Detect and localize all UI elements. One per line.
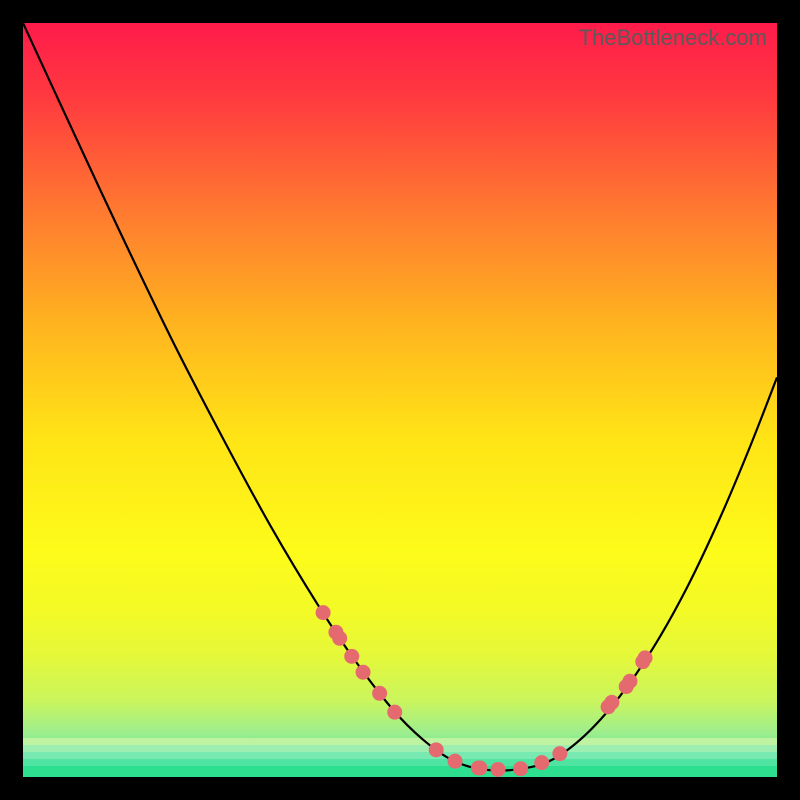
- marker-dot: [316, 605, 331, 620]
- marker-dot: [387, 705, 402, 720]
- marker-dot: [448, 754, 463, 769]
- marker-dot: [472, 760, 487, 775]
- marker-dot: [534, 755, 549, 770]
- marker-dot: [622, 674, 637, 689]
- marker-dot: [552, 746, 567, 761]
- marker-dot: [638, 650, 653, 665]
- marker-dot: [429, 742, 444, 757]
- marker-dot: [513, 761, 528, 776]
- marker-dot: [332, 631, 347, 646]
- marker-dot: [356, 665, 371, 680]
- bottleneck-curve: [23, 23, 777, 771]
- marker-dot: [372, 686, 387, 701]
- curve-layer: [23, 23, 777, 777]
- marker-dot: [344, 649, 359, 664]
- marker-dot: [491, 762, 506, 777]
- curve-markers: [316, 605, 653, 777]
- chart-stage: TheBottleneck.com: [0, 0, 800, 800]
- plot-area: TheBottleneck.com: [23, 23, 777, 777]
- marker-dot: [604, 695, 619, 710]
